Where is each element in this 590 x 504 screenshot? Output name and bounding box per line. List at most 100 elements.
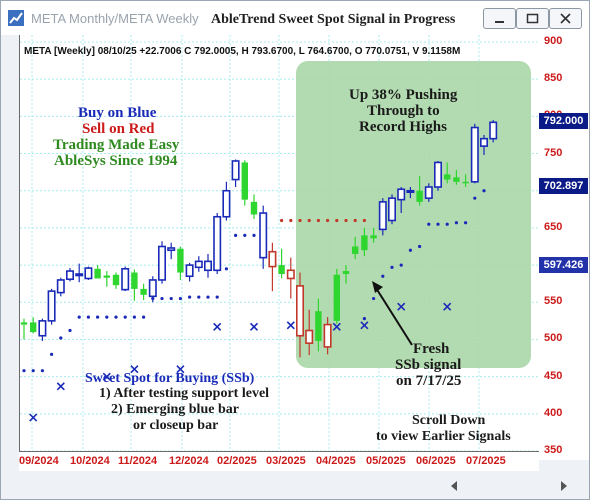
chart-plot-area[interactable]: META [Weekly] 08/10/25 +22.7006 C 792.00…	[19, 35, 539, 452]
price-bar	[424, 183, 433, 202]
resistance-stop-dot	[280, 218, 284, 223]
signal-x-mark	[29, 413, 38, 422]
signal-x-mark	[56, 382, 65, 391]
price-badge: 597.426	[539, 257, 588, 273]
x-tick-label: 12/2024	[169, 455, 209, 467]
support-stop-dot	[454, 221, 458, 225]
support-stop-dot	[160, 296, 164, 301]
window-title: META Monthly/META Weekly	[31, 11, 199, 26]
sweet-spot-rule1: 1) After testing support level	[99, 386, 270, 401]
support-stop-dot	[224, 267, 228, 271]
resistance-stop-dot	[298, 218, 302, 223]
scroll-down-text-line2: to view Earlier Signals	[376, 429, 511, 444]
price-bar	[158, 241, 167, 284]
price-bar	[333, 268, 340, 324]
scroll-right-icon[interactable]	[561, 481, 567, 491]
price-bar	[295, 272, 304, 358]
support-stop-dot	[105, 315, 109, 319]
fresh-signal-text-line2: SSb signal	[395, 357, 462, 373]
maximize-icon	[526, 13, 539, 24]
y-axis: 900850800750700650600550500450400350792.…	[539, 35, 589, 460]
chart-marks	[20, 120, 498, 422]
support-stop-dot	[114, 315, 118, 319]
resistance-stop-dot	[362, 218, 366, 223]
up-38-text-line3: Record Highs	[359, 119, 447, 135]
price-bar	[387, 194, 396, 225]
price-bar	[323, 317, 332, 355]
price-bar	[305, 309, 314, 356]
support-stop-dot	[188, 295, 192, 299]
support-stop-dot	[77, 315, 81, 319]
chart-info-line: META [Weekly] 08/10/25 +22.7006 C 792.00…	[24, 46, 461, 57]
price-bar	[462, 174, 469, 188]
title-bar: META Monthly/META Weekly AbleTrend Sweet…	[1, 1, 589, 35]
price-bar	[241, 160, 248, 206]
price-bar	[268, 242, 277, 292]
support-stop-dot	[68, 328, 72, 333]
y-tick-label: 900	[544, 35, 563, 47]
price-bar	[433, 160, 442, 191]
maximize-button[interactable]	[516, 8, 549, 29]
support-stop-dot	[197, 295, 201, 299]
price-bar	[231, 159, 240, 188]
sweet-spot-heading: Sweet Spot for Buying (SSb)	[85, 371, 255, 386]
support-stop-dot	[436, 222, 440, 226]
price-bar	[397, 187, 406, 214]
price-bar	[352, 236, 359, 260]
app-logo-icon	[8, 10, 24, 26]
support-stop-dot	[86, 315, 90, 319]
scroll-left-icon[interactable]	[451, 481, 457, 491]
fresh-signal-text-line3: on 7/17/25	[396, 373, 462, 389]
chart-title: AbleTrend Sweet Spot Signal in Progress	[211, 12, 456, 27]
price-bar	[444, 162, 451, 184]
price-bar	[84, 266, 93, 280]
minimize-button[interactable]	[483, 8, 516, 29]
price-bar	[259, 205, 268, 269]
price-bar	[222, 181, 231, 221]
signal-x-mark	[332, 322, 341, 331]
price-bar	[470, 123, 479, 184]
resistance-stop-dot	[353, 218, 357, 223]
close-icon	[560, 13, 571, 24]
x-tick-label: 10/2024	[70, 455, 110, 467]
support-stop-dot	[390, 265, 394, 269]
support-stop-dot	[362, 317, 366, 321]
support-stop-dot	[408, 248, 412, 252]
support-stop-dot	[482, 189, 486, 193]
y-tick-label: 750	[544, 146, 563, 159]
signal-x-mark	[213, 322, 222, 331]
price-bar	[286, 257, 295, 299]
support-stop-dot	[59, 336, 63, 340]
x-tick-label: 09/2024	[19, 455, 59, 467]
price-bar	[194, 256, 203, 272]
y-tick-label: 450	[544, 369, 563, 382]
x-tick-label: 02/2025	[217, 455, 257, 467]
signal-x-mark	[443, 302, 452, 311]
support-stop-dot	[22, 369, 26, 373]
price-badge: 702.897	[539, 178, 588, 194]
price-bar	[47, 288, 56, 325]
support-stop-dot	[31, 369, 35, 373]
signal-x-mark	[176, 365, 185, 374]
close-button[interactable]	[549, 8, 582, 29]
signal-x-mark	[286, 321, 295, 330]
price-bar	[20, 318, 28, 340]
price-bar	[94, 265, 101, 279]
y-tick-label: 850	[544, 72, 563, 85]
price-bar	[140, 283, 147, 301]
resistance-stop-dot	[344, 218, 348, 223]
x-tick-label: 07/2025	[466, 455, 506, 467]
price-bar	[378, 198, 387, 236]
price-bar	[406, 187, 415, 199]
x-tick-label: 03/2025	[266, 455, 306, 467]
y-tick-label: 500	[544, 332, 563, 345]
price-bar	[30, 317, 37, 334]
sweet-spot-rule3: or closeup bar	[133, 418, 219, 433]
price-bar	[416, 175, 423, 206]
price-bar	[112, 272, 120, 289]
price-bar	[479, 134, 488, 156]
trading-easy-text: Trading Made Easy	[53, 137, 180, 153]
price-bar	[185, 262, 194, 282]
support-stop-dot	[372, 296, 376, 301]
